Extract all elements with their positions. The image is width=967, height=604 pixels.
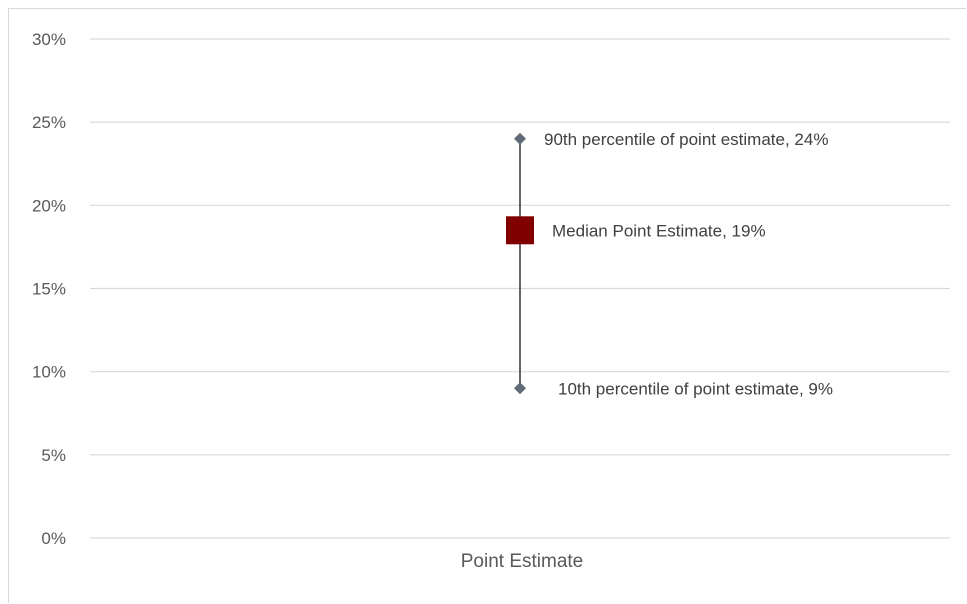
p90-data-label: 90th percentile of point estimate, 24% xyxy=(544,130,828,149)
y-tick-label: 20% xyxy=(32,196,66,215)
p10-data-label: 10th percentile of point estimate, 9% xyxy=(558,379,833,398)
chart-frame xyxy=(8,8,966,603)
y-axis-tick-labels: 0% 5% 10% 15% 20% 25% 30% xyxy=(32,30,66,548)
y-tick-label: 15% xyxy=(32,280,66,299)
y-tick-label: 5% xyxy=(41,446,66,465)
x-axis-category-labels: Point Estimate xyxy=(461,551,584,572)
p90-marker xyxy=(514,132,526,145)
y-tick-label: 0% xyxy=(41,529,66,548)
x-category-label: Point Estimate xyxy=(461,551,584,572)
p10-marker xyxy=(514,382,526,395)
y-tick-label: 10% xyxy=(32,363,66,382)
median-marker xyxy=(506,216,534,245)
y-tick-label: 30% xyxy=(32,30,66,49)
data-labels: 90th percentile of point estimate, 24% Me… xyxy=(544,130,833,398)
data-markers xyxy=(506,132,534,395)
median-data-label: Median Point Estimate, 19% xyxy=(552,221,766,240)
y-tick-label: 25% xyxy=(32,113,66,132)
